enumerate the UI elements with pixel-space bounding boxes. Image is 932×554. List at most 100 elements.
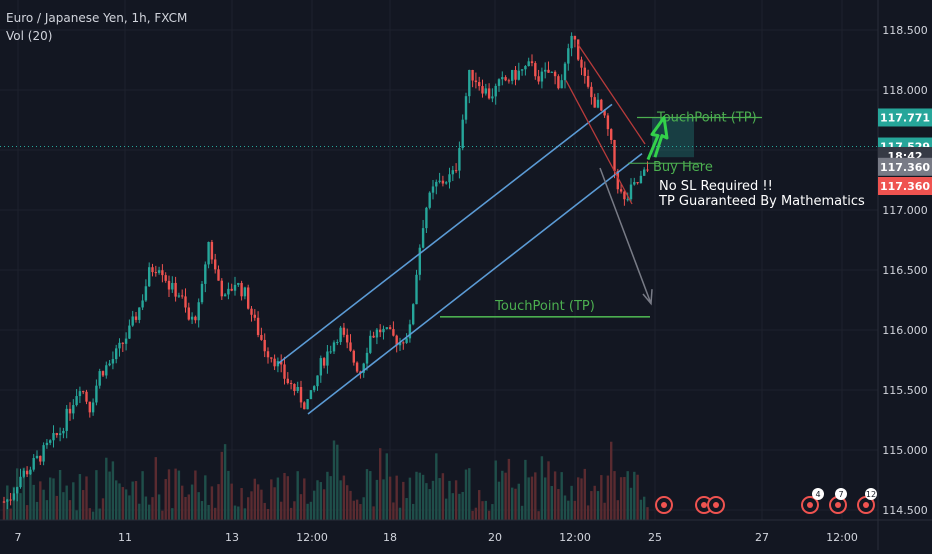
volume-bar <box>286 476 289 520</box>
candle-body <box>534 63 537 77</box>
volume-bar <box>227 470 230 520</box>
candle-body <box>240 282 243 297</box>
candle-body <box>329 351 332 353</box>
candle-body <box>431 186 435 193</box>
volume-bar <box>501 470 504 520</box>
volume-bar <box>428 489 431 520</box>
candle-body <box>316 375 319 387</box>
candle-body <box>210 241 214 260</box>
volume-bar <box>296 471 299 520</box>
candle-body <box>171 282 174 290</box>
volume-bar <box>276 477 280 520</box>
volume-bar <box>606 475 610 520</box>
candle-body <box>256 317 260 336</box>
candle-body <box>108 363 111 366</box>
volume-bar <box>583 468 586 520</box>
volume-bar <box>214 507 217 520</box>
candle-body <box>478 82 481 87</box>
candle-body <box>365 352 369 364</box>
volume-bar <box>35 501 39 520</box>
volume-bar <box>299 494 303 520</box>
candle-body <box>369 335 372 353</box>
candle-body <box>105 365 108 376</box>
volume-bar <box>593 485 596 520</box>
candle-body <box>118 342 121 349</box>
volume-bar <box>270 479 273 520</box>
candle-body <box>58 433 62 436</box>
volume-bar <box>22 467 25 520</box>
channel-lower-line <box>307 152 643 415</box>
volume-bar <box>187 494 190 520</box>
candle-body <box>567 48 570 64</box>
volume-bar <box>316 480 319 520</box>
volume-bar <box>263 502 266 520</box>
volume-bar <box>151 497 154 520</box>
volume-bar <box>29 470 32 520</box>
candle-body <box>16 487 19 494</box>
candle-body <box>398 342 402 346</box>
volume-bar <box>478 490 481 520</box>
volume-bar <box>382 479 385 520</box>
volume-bar <box>408 477 412 520</box>
event-count-badge <box>835 488 847 500</box>
candle-body <box>349 342 352 351</box>
candle-body <box>45 442 49 446</box>
x-tick-label: 18 <box>383 531 397 544</box>
volume-bar <box>586 505 590 520</box>
x-tick-label: 12:00 <box>559 531 591 544</box>
candle-body <box>91 402 95 413</box>
candle-body <box>6 499 9 502</box>
event-icon-dot <box>661 502 667 508</box>
candle-body <box>458 148 461 171</box>
candle-body <box>590 86 593 98</box>
volume-bar <box>95 470 98 520</box>
price-marker-label: 117.360 <box>880 161 930 174</box>
candle-body <box>471 69 474 81</box>
volume-bar <box>42 489 45 520</box>
candle-body <box>445 182 448 184</box>
volume-bar <box>85 476 88 520</box>
candle-body <box>303 402 306 410</box>
candle-body <box>154 272 157 274</box>
volume-bar <box>128 495 131 520</box>
candle-body <box>124 338 128 344</box>
candle-body <box>428 192 431 208</box>
volume-bar <box>590 491 593 520</box>
volume-bar <box>326 471 329 520</box>
volume-bar <box>68 500 72 520</box>
candle-body <box>487 88 491 99</box>
volume-bar <box>537 511 540 520</box>
candle-body <box>101 371 105 376</box>
volume-bars <box>2 440 649 520</box>
volume-bar <box>448 480 451 520</box>
volume-bar <box>210 486 214 520</box>
candle-body <box>42 445 45 462</box>
volume-bar <box>418 472 421 520</box>
volume-bar <box>49 477 52 520</box>
volume-bar <box>164 479 167 520</box>
volume-bar <box>573 500 577 520</box>
candle-body <box>425 207 428 229</box>
candle-body <box>557 76 560 89</box>
volume-bar <box>121 487 124 520</box>
volume-bar <box>336 444 339 520</box>
candle-body <box>494 85 497 97</box>
volume-bar <box>243 508 247 520</box>
candle-body <box>497 79 501 86</box>
volume-bar <box>514 488 517 520</box>
x-tick-label: 20 <box>488 531 502 544</box>
candle-body <box>402 342 405 344</box>
y-tick-label: 116.000 <box>882 324 928 337</box>
volume-bar <box>131 481 134 520</box>
candle-body <box>573 35 577 40</box>
volume-bar <box>570 485 573 520</box>
volume-bar <box>626 471 629 520</box>
buy-arrow-icon <box>646 116 669 161</box>
volume-bar <box>491 504 494 520</box>
volume-bar <box>646 507 649 520</box>
volume-bar <box>75 510 78 520</box>
x-tick-label: 12:00 <box>826 531 858 544</box>
